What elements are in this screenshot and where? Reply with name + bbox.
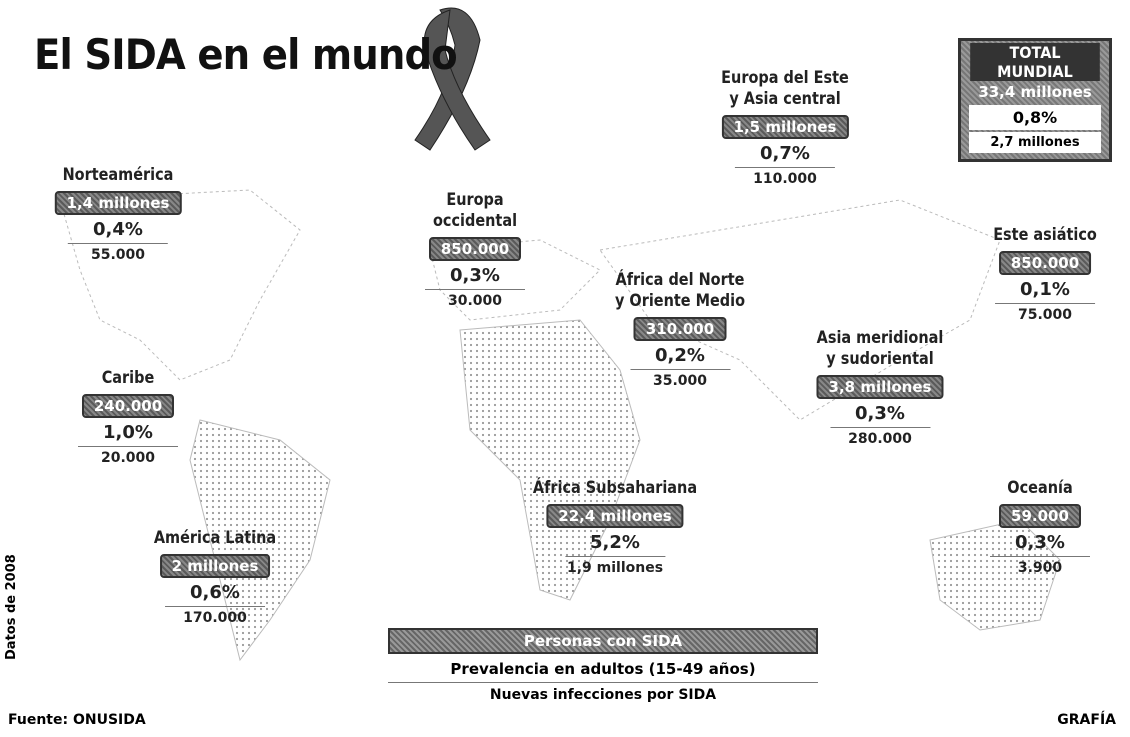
region-name: Europa del Este (721, 68, 849, 88)
region: América Latina 2 millones 0,6% 170.000 (143, 528, 287, 626)
people: 2 millones (159, 554, 271, 578)
prevalence: 0,1% (995, 279, 1095, 304)
europe (429, 239, 601, 321)
prevalence: 0,4% (67, 219, 168, 244)
title: El SIDA en el mundo (34, 30, 458, 79)
region-name: Este asiático (993, 225, 1097, 245)
region-name: África del Norte (615, 270, 745, 290)
total-people: 33,4 millones (978, 83, 1092, 101)
people: 22,4 millones (546, 504, 684, 528)
ribbon (414, 7, 491, 151)
people: 59.000 (999, 504, 1081, 528)
total-prevalence: 0,8% (969, 105, 1101, 130)
source: Fuente: ONUSIDA (8, 712, 146, 728)
prevalence: 0,3% (830, 403, 930, 428)
region: Asia meridional y sudoriental 3,8 millones… (805, 328, 954, 447)
region-name: occidental (432, 211, 518, 231)
region: Europa occidental 850.000 0,3% 30.000 (425, 190, 525, 309)
new-infections: 35.000 (652, 373, 708, 389)
people-row: 850.000 (984, 246, 1106, 275)
prevalence-row: 0,6% (143, 578, 287, 607)
prevalence-row: 0,3% (805, 399, 954, 428)
region-name: y Asia central (729, 89, 841, 109)
legend-people: Personas con SIDA (388, 628, 818, 654)
region-name: y Oriente Medio (614, 291, 746, 311)
people-row: 310.000 (604, 312, 757, 341)
region: África Subsahariana 22,4 millones 5,2% 1,9 … (518, 478, 711, 576)
region: Caribe 240.000 1,0% 20.000 (78, 368, 178, 466)
people-row: 22,4 millones (518, 499, 711, 528)
prevalence: 0,7% (734, 143, 835, 168)
people-row: 240.000 (78, 389, 178, 418)
total-heading: TOTAL MUNDIAL (970, 43, 1100, 81)
people: 850.000 (998, 251, 1092, 275)
new-infections: 1,9 millones (566, 560, 664, 576)
new-infections: 55.000 (90, 247, 146, 263)
south-america (189, 419, 331, 662)
people: 310.000 (633, 317, 727, 341)
total-new-infections: 2,7 millones (969, 132, 1101, 153)
prevalence: 0,6% (164, 582, 265, 607)
prevalence-row: 5,2% (518, 528, 711, 557)
people-row: 1,4 millones (53, 186, 183, 215)
prevalence-row: 0,3% (990, 528, 1090, 557)
prevalence-row: 0,3% (425, 261, 525, 290)
region: Norteamérica 1,4 millones 0,4% 55.000 (53, 165, 183, 263)
prevalence: 5,2% (564, 532, 665, 557)
region-name: Oceanía (1007, 478, 1073, 498)
region-name: Asia meridional (816, 328, 944, 348)
prevalence-row: 0,4% (53, 215, 183, 244)
date-note: Datos de 2008 (4, 554, 19, 660)
region: Europa del Este y Asia central 1,5 millone… (710, 68, 860, 187)
new-infections: 30.000 (447, 293, 503, 309)
people-row: 850.000 (425, 232, 525, 261)
new-infections: 75.000 (1017, 307, 1073, 323)
people-row: 3,8 millones (805, 370, 954, 399)
prevalence-row: 0,1% (984, 275, 1106, 304)
prevalence-row: 1,0% (78, 418, 178, 447)
asia (599, 199, 1001, 421)
new-infections: 170.000 (183, 610, 247, 626)
region-name: África Subsahariana (532, 478, 698, 498)
people: 850.000 (428, 237, 522, 261)
people: 240.000 (81, 394, 175, 418)
prevalence-row: 0,2% (604, 341, 757, 370)
region-name: Europa (446, 190, 504, 210)
people-row: 59.000 (990, 499, 1090, 528)
new-infections: 20.000 (100, 450, 156, 466)
region: Este asiático 850.000 0,1% 75.000 (984, 225, 1106, 323)
people: 1,4 millones (54, 191, 182, 215)
new-infections: 3.900 (1017, 560, 1063, 576)
prevalence: 1,0% (78, 422, 178, 447)
people: 3,8 millones (816, 375, 944, 399)
region-name: Norteamérica (62, 165, 174, 185)
world-total: TOTAL MUNDIAL 33,4 millones 0,8% 2,7 mil… (958, 38, 1112, 162)
region-name: y sudoriental (826, 349, 934, 369)
prevalence: 0,2% (630, 345, 730, 370)
new-infections: 110.000 (753, 171, 817, 187)
people-row: 2 millones (143, 549, 287, 578)
legend: Personas con SIDA Prevalencia en adultos… (388, 628, 818, 703)
people-row: 1,5 millones (710, 110, 860, 139)
region-name: Caribe (101, 368, 155, 388)
new-infections: 280.000 (848, 431, 912, 447)
prevalence: 0,3% (990, 532, 1090, 557)
prevalence: 0,3% (425, 265, 525, 290)
africa (459, 319, 641, 601)
region-name: América Latina (153, 528, 277, 548)
people: 1,5 millones (721, 115, 849, 139)
prevalence-row: 0,7% (710, 139, 860, 168)
north-america (59, 189, 301, 381)
legend-new-infections: Nuevas infecciones por SIDA (489, 687, 717, 703)
region: África del Norte y Oriente Medio 310.000 0,… (604, 270, 757, 389)
region: Oceanía 59.000 0,3% 3.900 (990, 478, 1090, 576)
legend-prevalence: Prevalencia en adultos (15-49 años) (388, 654, 818, 683)
credit: GRAFÍA (1057, 712, 1116, 728)
